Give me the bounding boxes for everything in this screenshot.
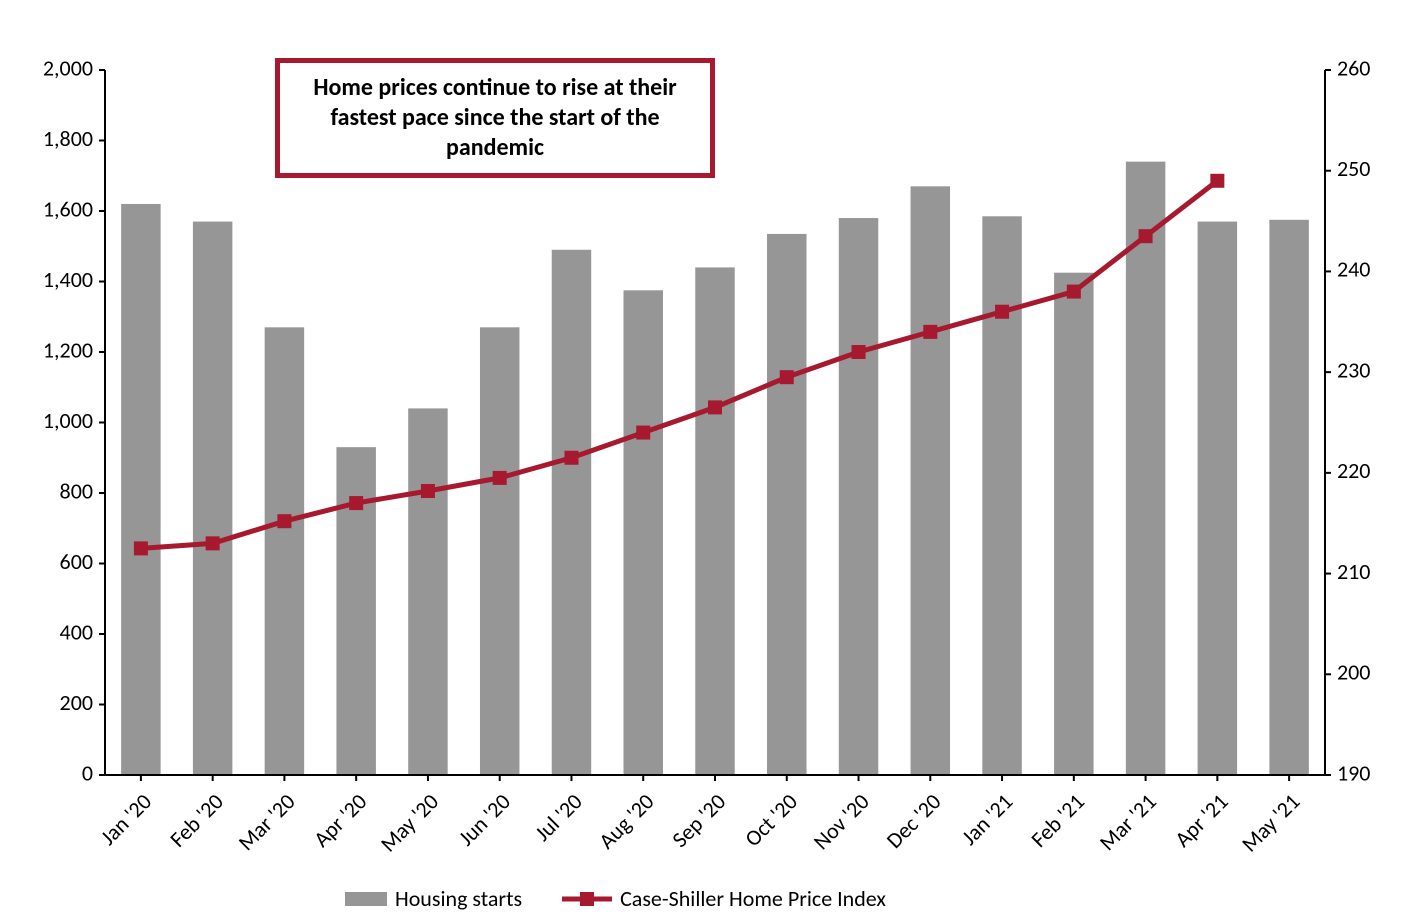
right-tick-label: 190 <box>1337 759 1370 786</box>
bar <box>121 204 160 775</box>
legend-swatch-bar <box>345 892 387 906</box>
line-marker <box>636 426 650 440</box>
right-tick-label: 260 <box>1337 54 1370 81</box>
x-tick-label: Feb '20 <box>164 788 229 853</box>
x-tick-label: Oct '20 <box>739 788 803 852</box>
line-marker <box>277 514 291 528</box>
x-tick-label: Apr '21 <box>1169 788 1233 852</box>
bar <box>1269 220 1308 775</box>
right-tick-label: 250 <box>1337 155 1370 182</box>
right-tick-label: 200 <box>1337 659 1370 686</box>
line-marker <box>421 484 435 498</box>
left-tick-label: 1,400 <box>43 266 93 293</box>
x-tick-label: May '20 <box>375 788 444 857</box>
bar <box>695 267 734 775</box>
bar <box>624 290 663 775</box>
left-tick-label: 400 <box>60 618 93 645</box>
line-marker <box>349 496 363 510</box>
left-tick-label: 200 <box>60 689 93 716</box>
legend-item-bars: Housing starts <box>345 885 522 912</box>
line-marker <box>780 370 794 384</box>
bar <box>408 408 447 775</box>
legend-item-line: Case-Shiller Home Price Index <box>562 885 886 912</box>
chart-container: 0 200 400 600 800 1,000 1,200 1,400 1,600 1,800 2,… <box>0 0 1408 918</box>
left-tick-label: 1,800 <box>43 125 93 152</box>
right-tick-label: 240 <box>1337 256 1370 283</box>
line-marker <box>134 541 148 555</box>
left-tick-label: 0 <box>82 759 93 786</box>
line-marker <box>995 305 1009 319</box>
bar <box>480 327 519 775</box>
line-marker <box>206 536 220 550</box>
bar <box>552 250 591 775</box>
x-tick-label: Mar '20 <box>233 788 301 856</box>
line-marker <box>852 345 866 359</box>
left-tick-label: 800 <box>60 477 93 504</box>
x-tick-label: Jan '21 <box>956 788 1018 850</box>
right-tick-label: 220 <box>1337 457 1370 484</box>
bar <box>767 234 806 775</box>
line-marker <box>1210 174 1224 188</box>
x-tick-label: Jan '20 <box>95 788 157 850</box>
legend-label-line: Case-Shiller Home Price Index <box>620 885 886 912</box>
legend-swatch-line <box>562 889 612 909</box>
left-tick-label: 2,000 <box>43 54 93 81</box>
legend-label-bars: Housing starts <box>395 885 522 912</box>
bar <box>1126 162 1165 775</box>
line-marker <box>708 400 722 414</box>
x-tick-label: Dec '20 <box>881 788 947 854</box>
bar <box>839 218 878 775</box>
x-tick-label: Nov '20 <box>808 788 875 855</box>
right-tick-label: 210 <box>1337 558 1370 585</box>
left-tick-label: 1,200 <box>43 336 93 363</box>
bar <box>1198 222 1237 775</box>
line-marker <box>493 471 507 485</box>
annotation-callout: Home prices continue to rise at their fa… <box>275 58 715 178</box>
chart-legend: Housing starts Case-Shiller Home Price In… <box>345 885 886 912</box>
left-tick-label: 1,600 <box>43 195 93 222</box>
left-tick-label: 1,000 <box>43 407 93 434</box>
line-marker <box>923 325 937 339</box>
x-tick-label: Sep '20 <box>666 788 731 853</box>
line-marker <box>1139 229 1153 243</box>
bar <box>193 222 232 775</box>
x-tick-label: May '21 <box>1236 788 1305 857</box>
x-tick-label: Apr '20 <box>308 788 372 852</box>
bar <box>1054 273 1093 775</box>
x-tick-label: Jun '20 <box>453 788 516 851</box>
line-marker <box>564 451 578 465</box>
x-tick-label: Mar '21 <box>1094 788 1162 856</box>
bar <box>911 186 950 775</box>
x-tick-label: Feb '21 <box>1025 788 1090 853</box>
x-tick-label: Aug '20 <box>593 788 659 854</box>
x-tick-label: Jul '20 <box>529 788 588 847</box>
bar <box>982 216 1021 775</box>
bar <box>265 327 304 775</box>
right-tick-label: 230 <box>1337 356 1370 383</box>
left-tick-label: 600 <box>60 548 93 575</box>
line-marker <box>1067 285 1081 299</box>
